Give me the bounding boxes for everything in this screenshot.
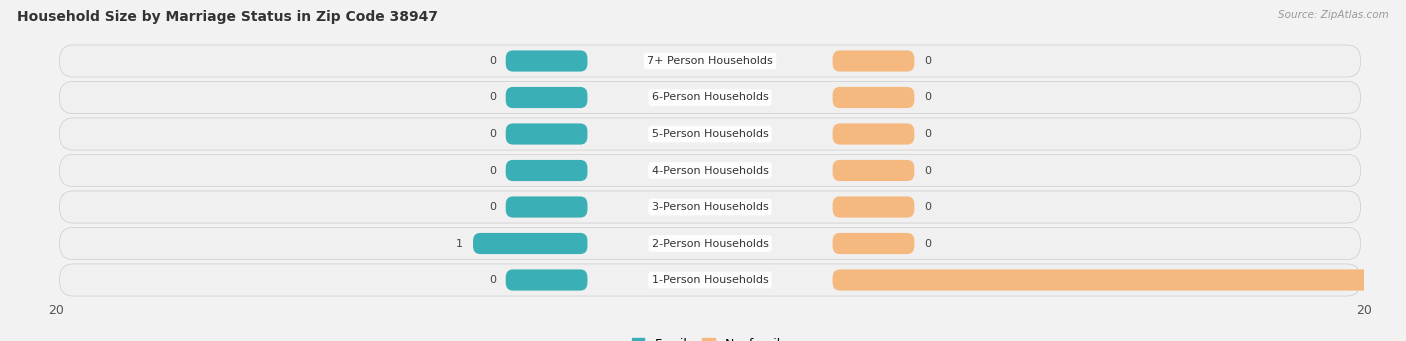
FancyBboxPatch shape [59, 154, 1361, 187]
FancyBboxPatch shape [506, 160, 588, 181]
Text: 7+ Person Households: 7+ Person Households [647, 56, 773, 66]
Text: 0: 0 [924, 56, 931, 66]
FancyBboxPatch shape [832, 269, 1406, 291]
FancyBboxPatch shape [506, 50, 588, 72]
FancyBboxPatch shape [832, 50, 914, 72]
FancyBboxPatch shape [59, 45, 1361, 77]
Text: 0: 0 [489, 165, 496, 176]
FancyBboxPatch shape [59, 118, 1361, 150]
FancyBboxPatch shape [506, 123, 588, 145]
Text: 0: 0 [924, 202, 931, 212]
FancyBboxPatch shape [59, 191, 1361, 223]
FancyBboxPatch shape [832, 233, 914, 254]
Text: 0: 0 [924, 165, 931, 176]
Text: 3-Person Households: 3-Person Households [651, 202, 769, 212]
FancyBboxPatch shape [59, 264, 1361, 296]
FancyBboxPatch shape [832, 87, 914, 108]
Text: 0: 0 [489, 56, 496, 66]
FancyBboxPatch shape [506, 269, 588, 291]
Text: 1: 1 [456, 238, 463, 249]
FancyBboxPatch shape [832, 196, 914, 218]
FancyBboxPatch shape [59, 81, 1361, 114]
Legend: Family, Nonfamily: Family, Nonfamily [631, 338, 789, 341]
Text: Source: ZipAtlas.com: Source: ZipAtlas.com [1278, 10, 1389, 20]
FancyBboxPatch shape [832, 160, 914, 181]
FancyBboxPatch shape [506, 196, 588, 218]
FancyBboxPatch shape [59, 227, 1361, 260]
Text: 0: 0 [489, 92, 496, 103]
Text: 1-Person Households: 1-Person Households [651, 275, 769, 285]
Text: 0: 0 [489, 275, 496, 285]
FancyBboxPatch shape [832, 123, 914, 145]
Text: 0: 0 [924, 92, 931, 103]
FancyBboxPatch shape [472, 233, 588, 254]
Text: 6-Person Households: 6-Person Households [651, 92, 769, 103]
Text: 0: 0 [489, 202, 496, 212]
Text: 4-Person Households: 4-Person Households [651, 165, 769, 176]
Text: Household Size by Marriage Status in Zip Code 38947: Household Size by Marriage Status in Zip… [17, 10, 437, 24]
Text: 5-Person Households: 5-Person Households [651, 129, 769, 139]
Text: 0: 0 [924, 238, 931, 249]
Text: 0: 0 [924, 129, 931, 139]
Text: 2-Person Households: 2-Person Households [651, 238, 769, 249]
FancyBboxPatch shape [506, 87, 588, 108]
Text: 0: 0 [489, 129, 496, 139]
